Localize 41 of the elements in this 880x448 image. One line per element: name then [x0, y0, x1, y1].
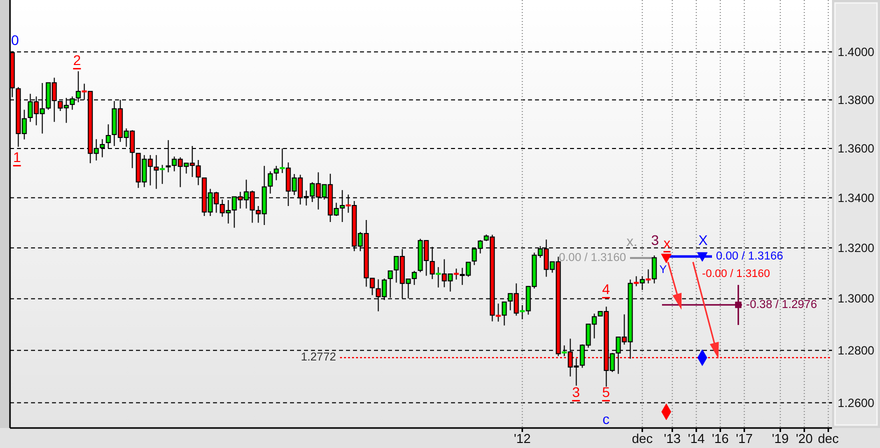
y-tick-label: 1.3600 — [838, 141, 875, 156]
x-tick-label: dec — [818, 431, 840, 446]
annotation: x. — [626, 233, 638, 249]
annotation: x — [664, 235, 670, 251]
candlestick — [268, 170, 273, 194]
annotation: 3 — [651, 232, 660, 248]
annotation: 4 — [602, 281, 610, 297]
annotation: 1 — [13, 149, 22, 165]
ref-line-label: 1.2772 — [300, 352, 336, 364]
ref-line-label: 0.00 / 1.3160 — [558, 252, 626, 264]
annotation: 5 — [602, 384, 610, 400]
ref-line-label: -0.38 / 1.2976 — [746, 298, 817, 311]
point — [735, 302, 742, 308]
candlestick — [652, 254, 657, 284]
y-tick-label: 1.2800 — [838, 343, 875, 358]
ref-line-label: 0.00 / 1.3166 — [716, 250, 784, 262]
y-tick-label: 1.3400 — [838, 190, 875, 205]
x-tick-label: '17 — [736, 431, 753, 446]
x-tick-label: '12 — [514, 431, 531, 446]
x-tick-label: '13 — [664, 431, 681, 446]
annotation: 2 — [73, 52, 82, 68]
annotation: 0 — [11, 32, 20, 48]
x-tick-label: '20 — [796, 431, 813, 446]
candlestick — [640, 276, 645, 291]
candlestick — [502, 301, 507, 326]
x-tick-label: '19 — [772, 431, 789, 446]
annotation: -0.00 / 1.3160 — [702, 268, 770, 280]
annotation: 3 — [572, 384, 580, 400]
y-tick-label: 1.3000 — [838, 292, 875, 306]
x-tick-label: dec — [632, 431, 654, 446]
y-tick-label: 1.3800 — [838, 92, 875, 107]
annotation: X — [698, 232, 708, 248]
point — [697, 252, 708, 262]
y-tick-label: 1.4000 — [838, 44, 875, 59]
annotation: c — [602, 411, 610, 427]
annotation: Y — [659, 264, 668, 276]
point — [661, 254, 672, 264]
x-tick-label: '14 — [688, 431, 705, 446]
x-tick-label: '16 — [712, 431, 729, 446]
y-tick-label: 1.2600 — [838, 396, 875, 410]
y-tick-label: 1.3200 — [838, 240, 875, 255]
